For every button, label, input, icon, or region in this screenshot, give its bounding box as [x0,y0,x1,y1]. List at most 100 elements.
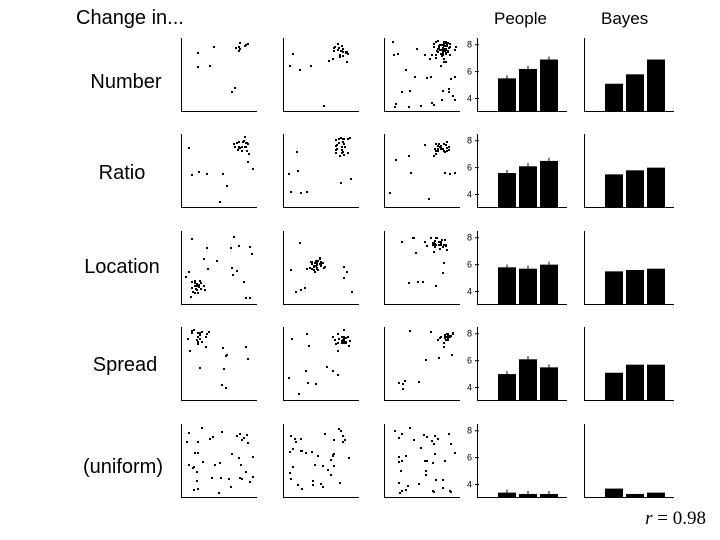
scatter-point [304,286,307,289]
scatter-point [218,200,221,203]
scatter-point [236,270,239,273]
scatter-point [434,246,437,249]
scatter-point [188,464,191,467]
scatter-point [344,336,347,339]
y-tick-label: 6 [467,260,472,270]
scatter-point [442,261,445,264]
scatter-point [339,137,342,140]
scatter-point [445,150,448,153]
bar [498,492,516,498]
scatter-point [241,478,244,481]
scatter-point [333,46,336,49]
scatter-point [250,253,253,256]
scatter-point [239,47,242,50]
bar [540,160,558,208]
column-label-people: People [494,9,547,28]
scatter-panel [283,327,359,401]
scatter-point [432,42,435,45]
scatter-point [335,342,338,345]
scatter-point [436,338,439,341]
scatter-point [342,341,345,344]
scatter-point [305,369,308,372]
scatter-point [445,332,448,335]
scatter-point [235,47,238,50]
scatter-point [238,477,241,480]
scatter-point [430,331,433,334]
bar-axis [584,327,674,401]
scatter-point [322,465,325,468]
scatter-panel [384,424,460,498]
scatter-point [415,48,418,51]
scatter-point [299,289,302,292]
scatter-point [238,45,241,48]
bar [647,492,665,498]
scatter-point [434,54,437,57]
scatter-point [435,49,438,52]
scatter-point [407,155,410,158]
scatter-point [313,271,316,274]
scatter-point [329,459,332,462]
scatter-point [196,331,199,334]
y-tick-label: 6 [467,453,472,463]
scatter-point [327,469,330,472]
scatter-point [424,144,427,147]
scatter-point [248,153,251,156]
scatter-point [449,335,452,338]
bar-axis [584,134,674,208]
scatter-point [335,147,338,150]
scatter-point [335,144,338,147]
bar [540,493,558,498]
scatter-point [432,250,435,253]
scatter-point [432,243,435,246]
scatter-point [450,354,453,357]
scatter-point [195,479,198,482]
scatter-point [233,145,236,148]
scatter-point [438,241,441,244]
scatter-point [231,273,234,276]
scatter-point [338,154,341,157]
scatter-point [398,460,401,463]
scatter-point [434,453,437,456]
scatter-point [401,432,404,435]
scatter-point [315,261,318,264]
scatter-point [248,246,251,249]
scatter-point [188,431,191,434]
bayes-bar-chart [584,231,674,305]
people-bar-chart: 4 6 8 [467,231,567,305]
scatter-point [291,338,294,341]
scatter-point [345,50,348,53]
scatter-point [251,476,254,479]
scatter-point [409,89,412,92]
scatter-point [315,263,318,266]
scatter-point [290,190,293,193]
scatter-point [217,491,220,494]
scatter-point [452,95,455,98]
scatter-point [319,262,322,265]
scatter-point [445,244,448,247]
y-tick-label: 8 [467,233,472,243]
scatter-panel [181,134,257,208]
scatter-point [432,46,435,49]
scatter-point [413,236,416,239]
scatter-point [346,335,349,338]
scatter-point [341,441,344,444]
scatter-point [310,64,312,67]
scatter-point [338,54,341,57]
scatter-point [230,91,233,94]
correlation-value: = 0.98 [652,508,706,529]
y-tick-label: 4 [467,383,472,393]
scatter-point [448,46,451,49]
bar [605,372,623,401]
scatter-point [310,263,313,266]
scatter-point [214,463,217,466]
scatter-point [442,149,445,152]
scatter-point [339,181,342,184]
scatter-point [298,393,301,396]
bar-axis [477,424,567,498]
scatter-point [420,447,423,450]
scatter-point [322,261,325,264]
scatter-point [320,483,323,486]
scatter-point [440,53,443,56]
scatter-point [445,61,448,64]
scatter-point [196,488,199,491]
